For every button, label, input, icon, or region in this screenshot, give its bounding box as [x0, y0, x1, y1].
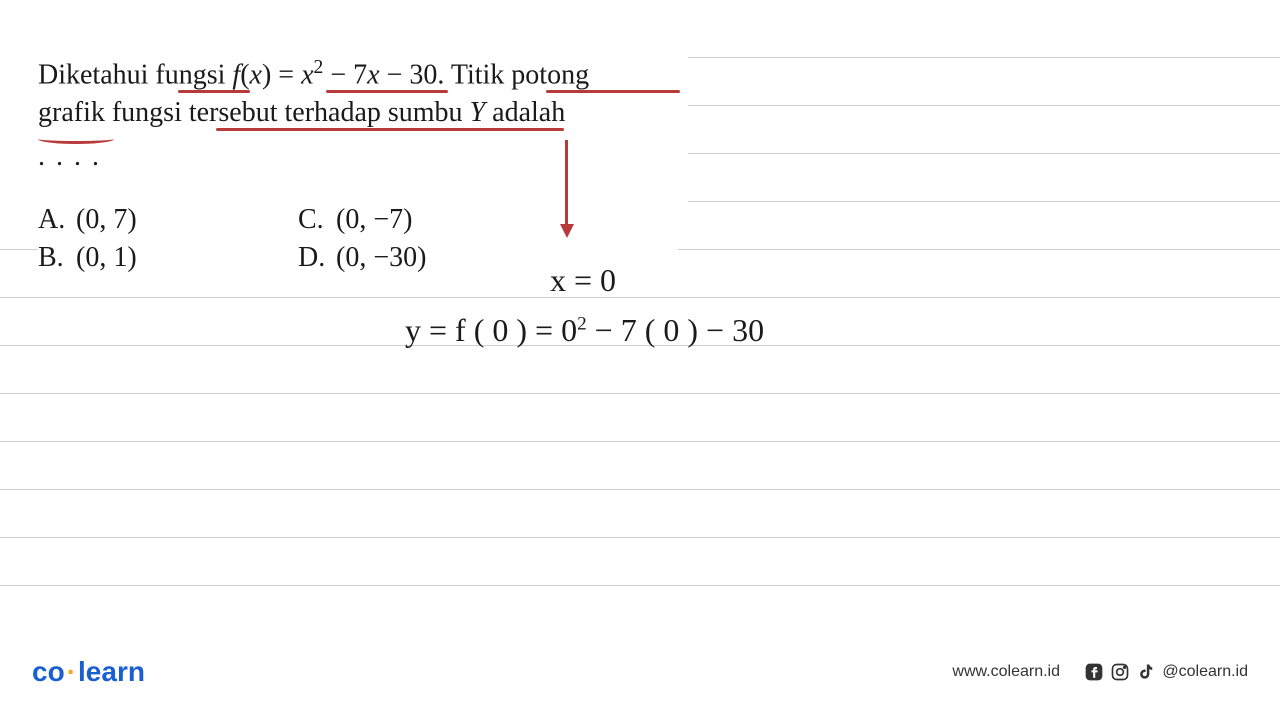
- option-b: B.(0, 1): [38, 242, 298, 274]
- footer-url: www.colearn.id: [952, 663, 1060, 681]
- ruled-line: [0, 489, 1280, 490]
- q-x1: x: [250, 59, 262, 90]
- red-arrow-shaft: [565, 140, 568, 228]
- option-a: A.(0, 7): [38, 204, 298, 236]
- logo-learn: learn: [78, 656, 145, 687]
- question-line2: grafik fungsi tersebut terhadap sumbu Y …: [38, 94, 678, 132]
- opt-val-d: (0, −30): [336, 242, 426, 273]
- ruled-line: [0, 393, 1280, 394]
- red-underline: [546, 90, 680, 93]
- ruled-line: [688, 57, 1280, 58]
- tiktok-icon: [1136, 662, 1156, 682]
- red-underline: [326, 90, 448, 93]
- ruled-line: [0, 441, 1280, 442]
- red-curve: [38, 134, 114, 144]
- instagram-icon: [1110, 662, 1130, 682]
- footer-handle: @colearn.id: [1162, 663, 1248, 681]
- question-block: Diketahui fungsi f(x) = x2 − 7x − 30. Ti…: [38, 55, 678, 274]
- footer-socials: @colearn.id: [1084, 662, 1248, 682]
- opt-label-a: A.: [38, 204, 76, 236]
- q-paren: (: [240, 59, 249, 90]
- red-arrow-head: [560, 224, 574, 238]
- logo-dot-icon: ·: [67, 656, 76, 687]
- ruled-line: [0, 585, 1280, 586]
- logo-co: co: [32, 656, 65, 687]
- question-line1: Diketahui fungsi f(x) = x2 − 7x − 30. Ti…: [38, 55, 678, 94]
- q-line2-text: grafik fungsi tersebut terhadap sumbu: [38, 97, 470, 128]
- red-underline: [178, 90, 250, 93]
- ruled-line: [0, 537, 1280, 538]
- logo: co·learn: [32, 656, 145, 688]
- ruled-line: [688, 153, 1280, 154]
- ruled-line: [688, 105, 1280, 106]
- q-line2-tail: adalah: [485, 97, 565, 128]
- opt-val-b: (0, 1): [76, 242, 137, 273]
- q-tail1: − 30. Titik potong: [380, 59, 590, 90]
- red-underline: [216, 128, 564, 131]
- handwriting-line2: y = f ( 0 ) = 02 − 7 ( 0 ) − 30: [405, 312, 764, 349]
- q-y: Y: [470, 97, 486, 128]
- handwriting-line1: x = 0: [550, 262, 616, 299]
- q-sup: 2: [314, 57, 324, 78]
- ruled-line: [688, 201, 1280, 202]
- question-ellipsis: . . . .: [38, 138, 678, 176]
- q-mid: − 7: [323, 59, 367, 90]
- facebook-icon: [1084, 662, 1104, 682]
- ruled-line: [0, 297, 1280, 298]
- q-eq: ) =: [262, 59, 301, 90]
- opt-val-a: (0, 7): [76, 204, 137, 235]
- footer: co·learn www.colearn.id @colearn.id: [0, 652, 1280, 692]
- q-x2: x: [301, 59, 313, 90]
- opt-label-d: D.: [298, 242, 336, 274]
- q-text: Diketahui fungsi: [38, 59, 232, 90]
- q-x3: x: [367, 59, 379, 90]
- option-c: C.(0, −7): [298, 204, 558, 236]
- option-d: D.(0, −30): [298, 242, 558, 274]
- opt-label-b: B.: [38, 242, 76, 274]
- opt-val-c: (0, −7): [336, 204, 412, 235]
- opt-label-c: C.: [298, 204, 336, 236]
